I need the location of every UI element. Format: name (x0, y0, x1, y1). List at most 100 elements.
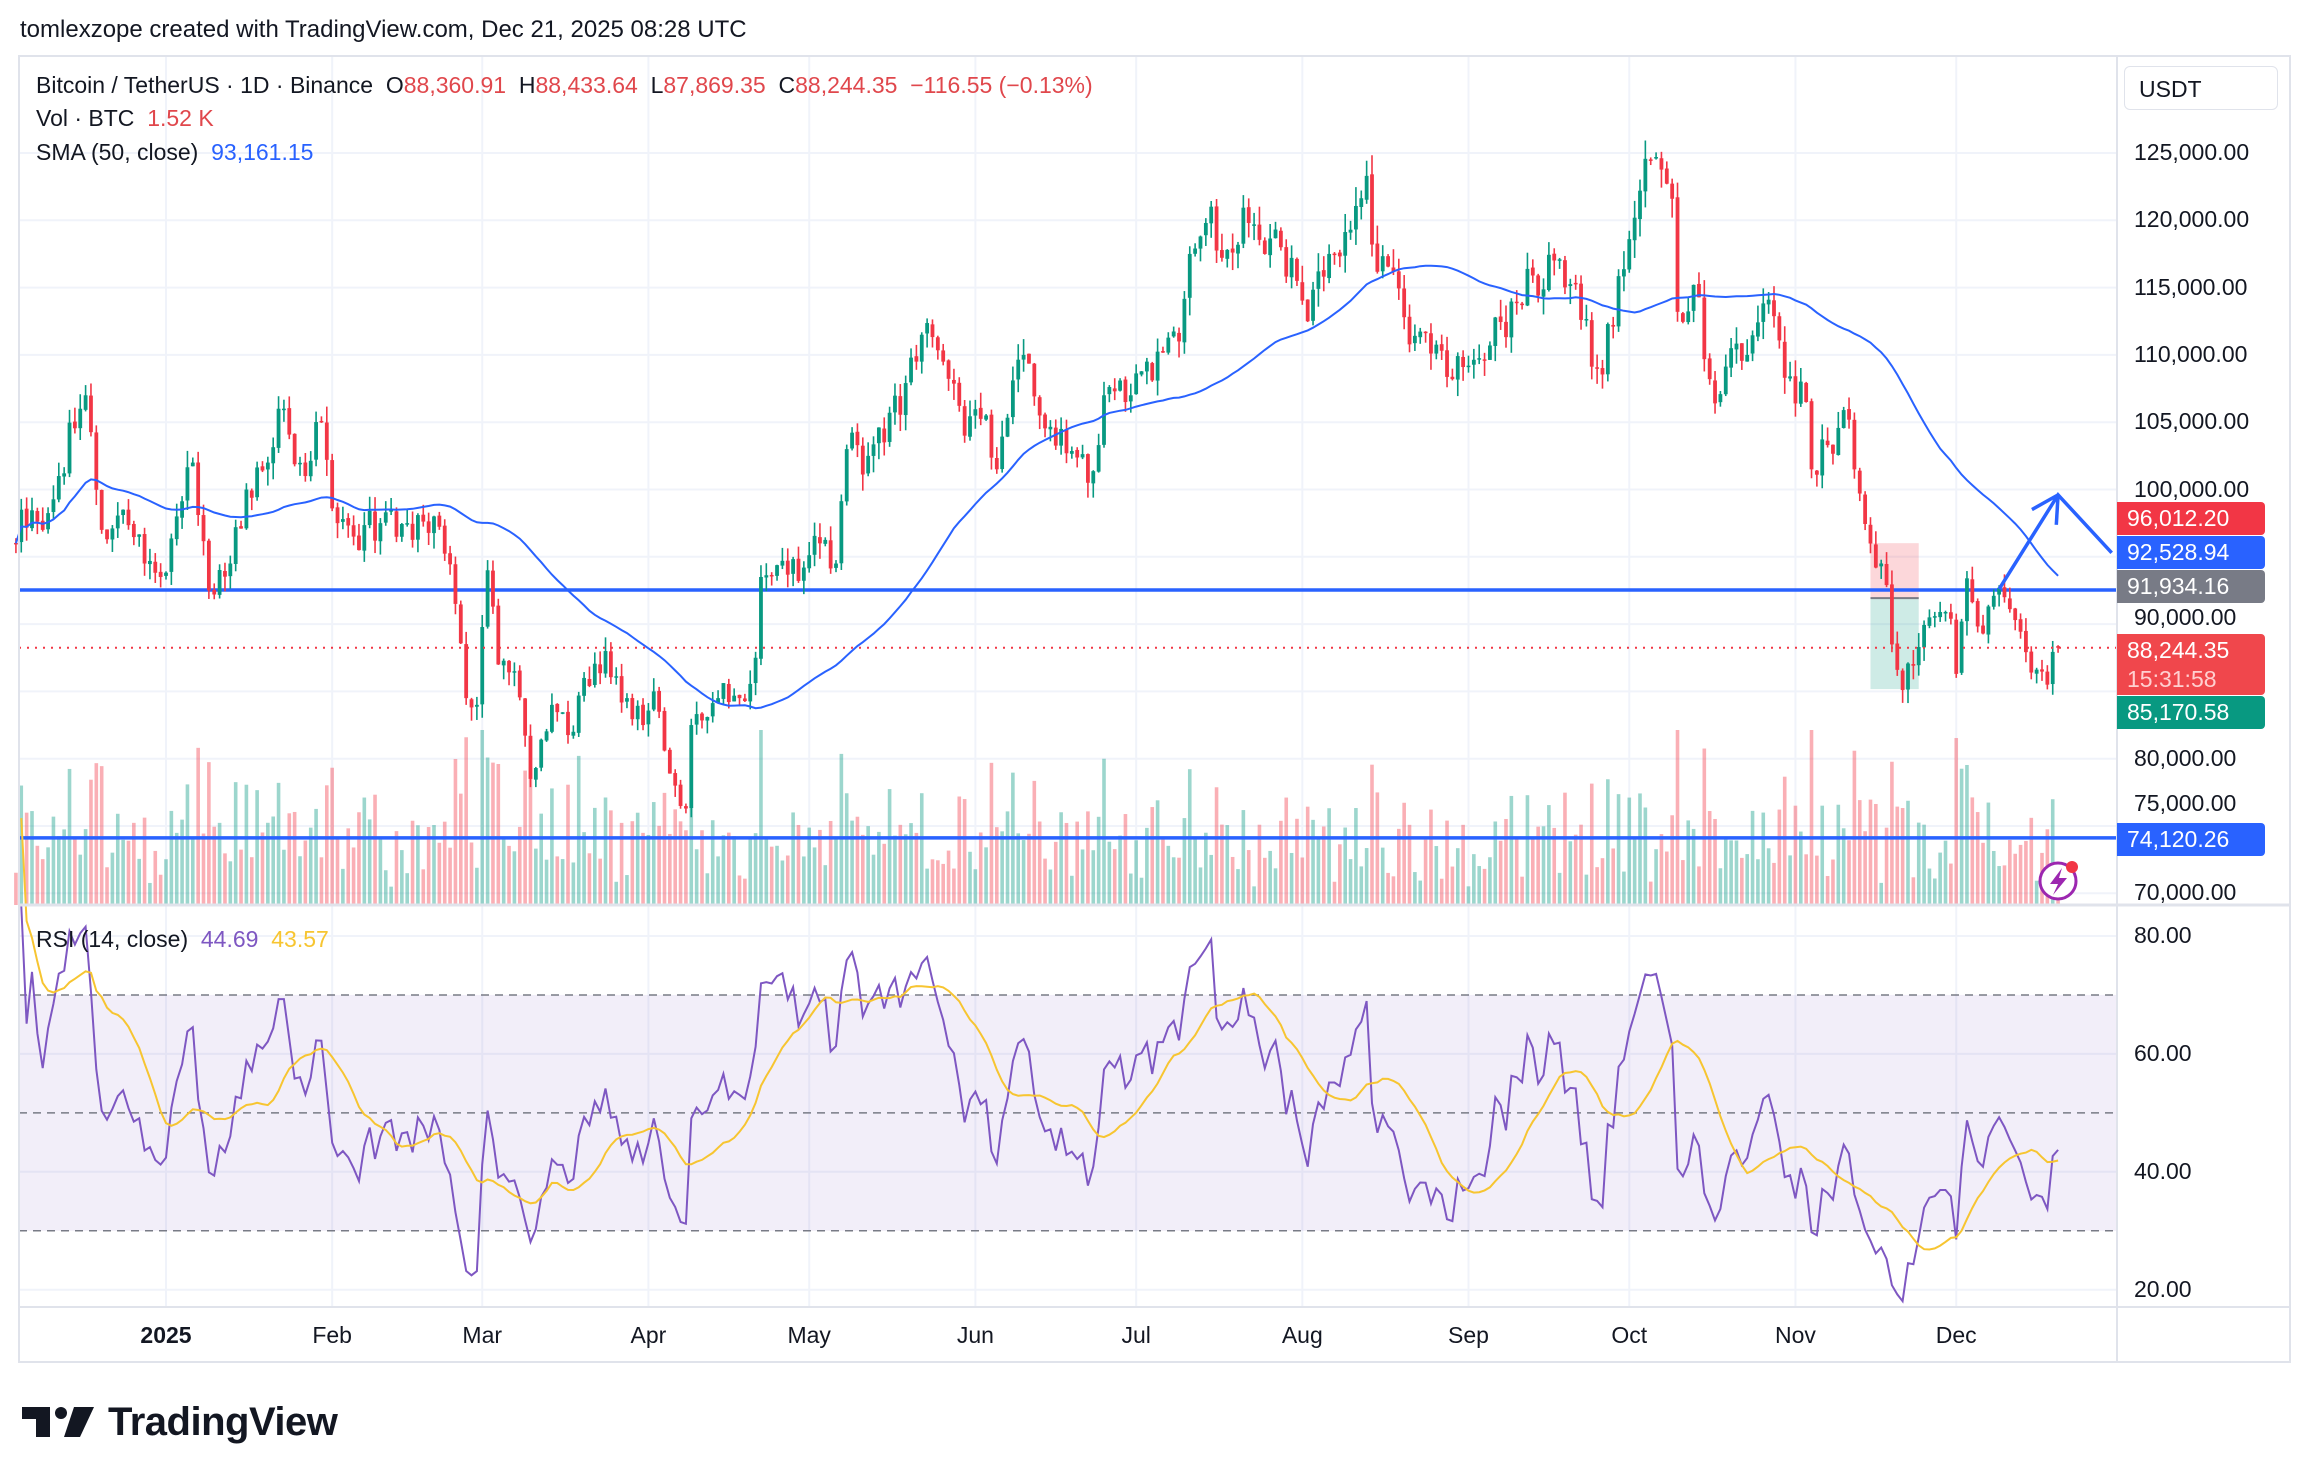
candle (180, 496, 184, 529)
volume-bar (99, 766, 104, 905)
volume-bar (839, 753, 844, 905)
candle (1884, 552, 1889, 588)
candle-body (796, 558, 801, 581)
candle (700, 712, 704, 729)
volume-bar (1547, 805, 1551, 905)
volume-bar (641, 832, 645, 905)
trend-arrow[interactable] (1997, 492, 2113, 591)
candle-body (72, 421, 77, 429)
volume-bar (1531, 837, 1535, 905)
candle-body (507, 660, 511, 673)
candle (716, 690, 720, 704)
candle (994, 447, 999, 474)
candle-body (1890, 584, 1894, 645)
candle (480, 614, 485, 718)
candle-body (1498, 316, 1503, 323)
candle (1798, 368, 1803, 407)
volume-bar (694, 849, 699, 905)
candle-body (1648, 159, 1653, 161)
candle (1831, 444, 1835, 465)
volume-bar (1434, 846, 1439, 905)
volume-bar (919, 793, 924, 905)
rsi-label: RSI (14, close) (36, 926, 189, 952)
volume-bar (517, 826, 522, 905)
candle (1311, 281, 1315, 326)
candle-body (566, 711, 570, 736)
volume-bar (1804, 854, 1808, 905)
volume-bar (442, 821, 447, 905)
candle (276, 396, 281, 453)
candle (1654, 152, 1658, 160)
alert-icon[interactable] (2038, 861, 2078, 901)
candle (1793, 360, 1798, 417)
horizontal-lines[interactable] (19, 588, 2117, 840)
candle (1359, 190, 1364, 220)
volume-bar (700, 830, 704, 905)
rsi-background-band (19, 994, 2117, 1231)
candle (1043, 412, 1047, 438)
volume-bar (1509, 795, 1514, 905)
rsi-legend[interactable]: RSI (14, close) 44.69 43.57 (36, 926, 329, 953)
candle (1873, 531, 1878, 569)
symbol-name[interactable]: Bitcoin / TetherUS · 1D · Binance (36, 72, 374, 98)
volume-bar (1552, 827, 1557, 905)
candle (1836, 411, 1841, 456)
volume-bar (1606, 779, 1610, 905)
candle-body (1697, 283, 1701, 298)
candle-body (437, 515, 442, 527)
candle-body (962, 406, 967, 436)
candle (1257, 206, 1262, 246)
candle-body (1434, 344, 1439, 354)
candle-body (909, 357, 913, 383)
volume-bar (1756, 859, 1760, 905)
tradingview-logo[interactable]: TradingView (22, 1400, 338, 1445)
candle-body (474, 704, 479, 707)
volume-bar (1847, 840, 1851, 905)
candle (1782, 326, 1787, 394)
candle-body (1439, 344, 1444, 351)
candle (1209, 201, 1214, 238)
candle (1059, 417, 1064, 455)
volume-bar (2029, 817, 2034, 905)
candle (1268, 223, 1273, 268)
time-tick-label: Jul (1121, 1322, 1151, 1348)
candle (860, 437, 865, 491)
volume-bar (432, 825, 436, 905)
arrow-head (2031, 493, 2059, 512)
candle-body (930, 324, 935, 338)
volume-bar (968, 851, 972, 905)
volume-bar (491, 762, 495, 905)
volume-bar (1230, 856, 1235, 905)
candle-body (1713, 380, 1717, 404)
candle (1697, 272, 1701, 298)
candle-body (1707, 358, 1712, 380)
volume-bar (308, 827, 313, 905)
candle (1220, 233, 1224, 262)
candle-body (1021, 354, 1026, 360)
candle (426, 512, 431, 546)
candle-body (673, 773, 678, 786)
candle-body (351, 525, 356, 537)
candle (2007, 587, 2012, 613)
candle-body (630, 698, 635, 720)
candle (748, 670, 753, 710)
candle (1954, 613, 1959, 678)
candle-body (410, 523, 415, 540)
candle-body (1155, 351, 1160, 381)
candle (630, 693, 635, 726)
candle (1069, 446, 1074, 459)
volume-bar (1970, 797, 1975, 905)
candle-body (35, 511, 40, 522)
candle (587, 666, 592, 688)
volume-legend[interactable]: Vol · BTC 1.52 K (36, 105, 214, 132)
candle (1407, 304, 1412, 353)
candle (201, 504, 206, 556)
volume-bar (201, 833, 206, 905)
currency-selector[interactable]: USDT (2124, 66, 2278, 110)
sma-legend[interactable]: SMA (50, close) 93,161.15 (36, 139, 313, 166)
candle-body (732, 695, 737, 702)
candle (517, 665, 522, 701)
volume-bars (14, 730, 2060, 905)
candle (1879, 559, 1884, 579)
